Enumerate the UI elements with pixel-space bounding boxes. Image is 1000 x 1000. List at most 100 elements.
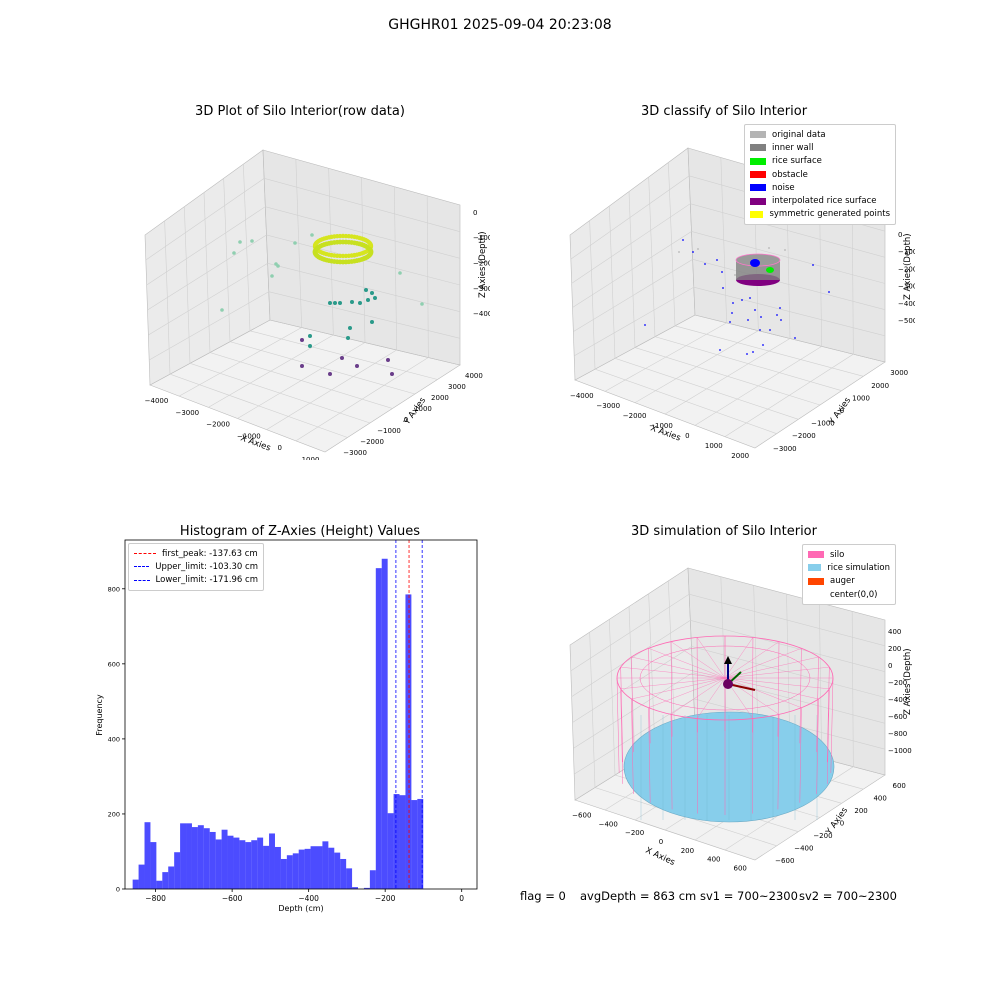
- original-point: [734, 274, 736, 276]
- noise-point: [746, 353, 748, 355]
- p4-x-label: X Axies: [644, 846, 677, 869]
- tick-label: −3000: [773, 445, 797, 453]
- status-flag: flag = 0: [520, 889, 566, 903]
- silo-wireframe: [616, 635, 834, 815]
- legend-item: obstacle: [750, 168, 890, 181]
- histogram-bar: [340, 858, 347, 889]
- silo-roof-line: [724, 677, 780, 715]
- legend-label: rice simulation: [827, 562, 890, 573]
- original-point: [784, 249, 786, 251]
- legend-line: [134, 566, 150, 568]
- tick-label: −2000: [206, 421, 230, 429]
- tick-label: −3000: [898, 283, 915, 291]
- tick-label: −4000: [473, 310, 490, 318]
- status-sv2: sv2 = 700~2300: [799, 889, 897, 903]
- silo-roof-line: [724, 677, 830, 690]
- histogram-bar: [310, 846, 317, 889]
- auger-arrows: [723, 656, 756, 691]
- tick-label: 1000: [852, 394, 870, 402]
- y-tick-label: 400: [108, 735, 120, 743]
- tick-label: −1000: [888, 747, 912, 755]
- histogram-bar: [138, 864, 145, 889]
- x-tick-label: −600: [222, 894, 243, 903]
- data-point: [398, 271, 402, 275]
- legend-label: silo: [830, 549, 845, 560]
- histogram-bar: [269, 833, 275, 889]
- noise-point: [776, 314, 778, 316]
- status-sv1: sv1 = 700~2300: [700, 889, 798, 903]
- p2-points: [644, 239, 830, 355]
- tick-label: 400: [873, 795, 886, 803]
- tick-label: −1000: [811, 420, 835, 428]
- tick-label: −200: [813, 832, 832, 840]
- silo-roof-line: [620, 677, 726, 690]
- noise-point: [719, 349, 721, 351]
- status-avg-depth: avgDepth = 863 cm: [580, 889, 697, 903]
- data-point: [348, 326, 352, 330]
- data-point: [390, 372, 394, 376]
- tick-label: −4000: [570, 392, 594, 400]
- tick-label: 0: [277, 444, 281, 452]
- grid-line: [724, 195, 854, 437]
- noise-point: [749, 297, 751, 299]
- histogram-bar: [328, 847, 335, 889]
- panel1-title: 3D Plot of Silo Interior(row data): [195, 104, 405, 119]
- legend-item: Upper_limit: -103.30 cm: [134, 560, 258, 573]
- silo-roof-line: [724, 637, 754, 679]
- p2-x-ticks: −4000−3000−2000−1000 0 1000 2000: [570, 392, 749, 460]
- histogram-bar: [411, 800, 418, 889]
- noise-point: [716, 259, 718, 261]
- data-point: [300, 364, 304, 368]
- tick-label: −1000: [473, 234, 490, 242]
- tick-label: 3000: [890, 369, 908, 377]
- histogram-bar: [168, 866, 175, 889]
- tick-label: 0: [685, 432, 689, 440]
- legend-item: center(0,0): [808, 588, 890, 601]
- center-marker: [723, 679, 733, 689]
- p2-z-label: Z Axies (Depth): [903, 233, 913, 300]
- legend-item: inner wall: [750, 141, 890, 154]
- grid-line: [571, 620, 886, 697]
- histogram-bar: [286, 855, 293, 889]
- data-point: [355, 364, 359, 368]
- legend-item: original data: [750, 128, 890, 141]
- classify-legend: original data inner wall rice surface obsta…: [744, 124, 896, 226]
- data-point: [238, 240, 242, 244]
- legend-label: center(0,0): [830, 589, 878, 600]
- noise-cluster: [750, 259, 760, 267]
- silo-roof-line: [696, 677, 726, 719]
- noise-point: [682, 239, 684, 241]
- panel4-title: 3D simulation of Silo Interior: [631, 524, 817, 539]
- histogram-bar: [174, 852, 181, 889]
- histogram-bars: [132, 558, 424, 889]
- histogram-bar: [197, 825, 204, 889]
- tick-label: 3000: [448, 383, 466, 391]
- grid-line: [668, 162, 864, 377]
- tick-label: 0: [840, 407, 844, 415]
- data-point: [340, 356, 344, 360]
- histogram-bar: [399, 795, 406, 889]
- histogram-bar: [316, 846, 323, 889]
- histogram-bar: [387, 813, 394, 889]
- tick-label: 600: [734, 864, 747, 872]
- legend-label: noise: [772, 182, 795, 193]
- grid-line: [146, 206, 461, 286]
- histogram-y-ticks: 0 200 400 600 800: [108, 585, 125, 894]
- legend-swatch: [750, 171, 766, 179]
- histogram-frame: [124, 539, 478, 890]
- noise-point: [779, 307, 781, 309]
- p1-z-label: Z Axies (Depth): [478, 231, 488, 298]
- legend-item: interpolated rice surface: [750, 194, 890, 207]
- data-point: [368, 248, 374, 254]
- silo-roof-line: [724, 677, 819, 700]
- original-point: [678, 251, 680, 253]
- silo-roof-line: [724, 666, 830, 679]
- tick-label: −1000: [649, 422, 673, 430]
- tick-label: −400: [794, 844, 813, 852]
- histogram-bar: [304, 848, 311, 889]
- histogram-bar: [156, 880, 163, 889]
- p4-x-ticks: −600 −400 −200 0 200 400 600: [572, 812, 747, 873]
- p4-z-ticks: 400 200 0 −200 −400 −600 −800 −1000: [888, 628, 912, 755]
- p1-points: [220, 233, 424, 376]
